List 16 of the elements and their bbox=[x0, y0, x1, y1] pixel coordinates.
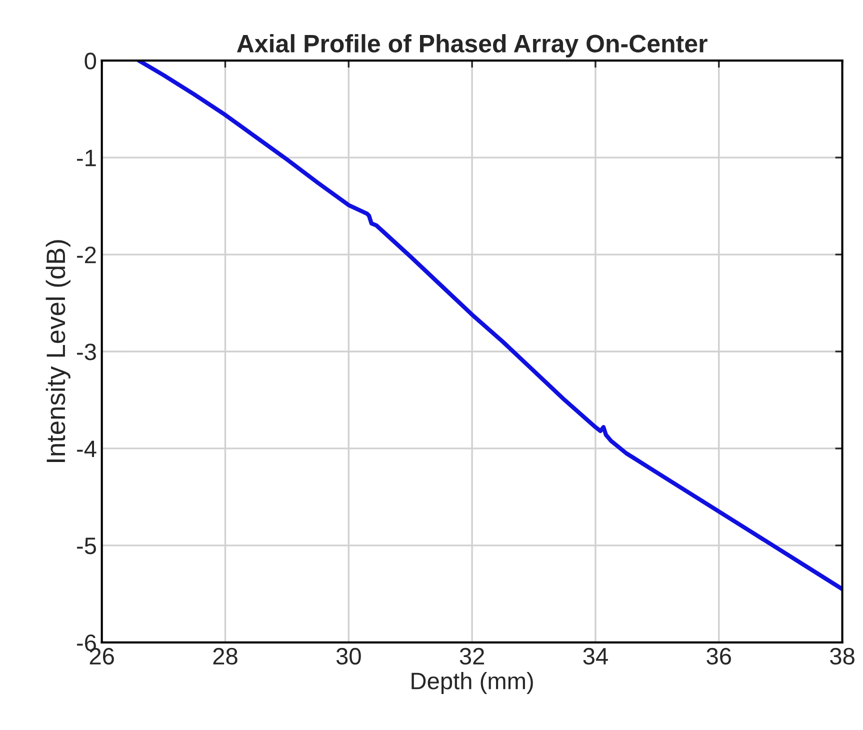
x-tick-label: 30 bbox=[336, 648, 361, 665]
y-tick-label: -1 bbox=[77, 150, 96, 166]
x-axis-title: Depth (mm) bbox=[412, 672, 533, 694]
x-tick-label: 34 bbox=[583, 648, 608, 665]
y-axis-title: Intensity Level (dB) bbox=[46, 240, 70, 462]
line-series bbox=[136, 60, 842, 592]
x-tick-label: 38 bbox=[830, 648, 854, 665]
y-tick-label: -2 bbox=[77, 246, 96, 264]
x-tick-label: 36 bbox=[706, 648, 731, 665]
x-tick-label: 32 bbox=[460, 648, 484, 665]
y-tick-label: -5 bbox=[77, 538, 96, 554]
chart-title: Axial Profile of Phased Array On-Center bbox=[236, 34, 708, 58]
y-tick-label: 0 bbox=[84, 52, 96, 70]
y-tick-label: -4 bbox=[77, 440, 96, 458]
x-tick-label: 28 bbox=[213, 648, 238, 665]
y-tick-label: -3 bbox=[77, 344, 96, 360]
